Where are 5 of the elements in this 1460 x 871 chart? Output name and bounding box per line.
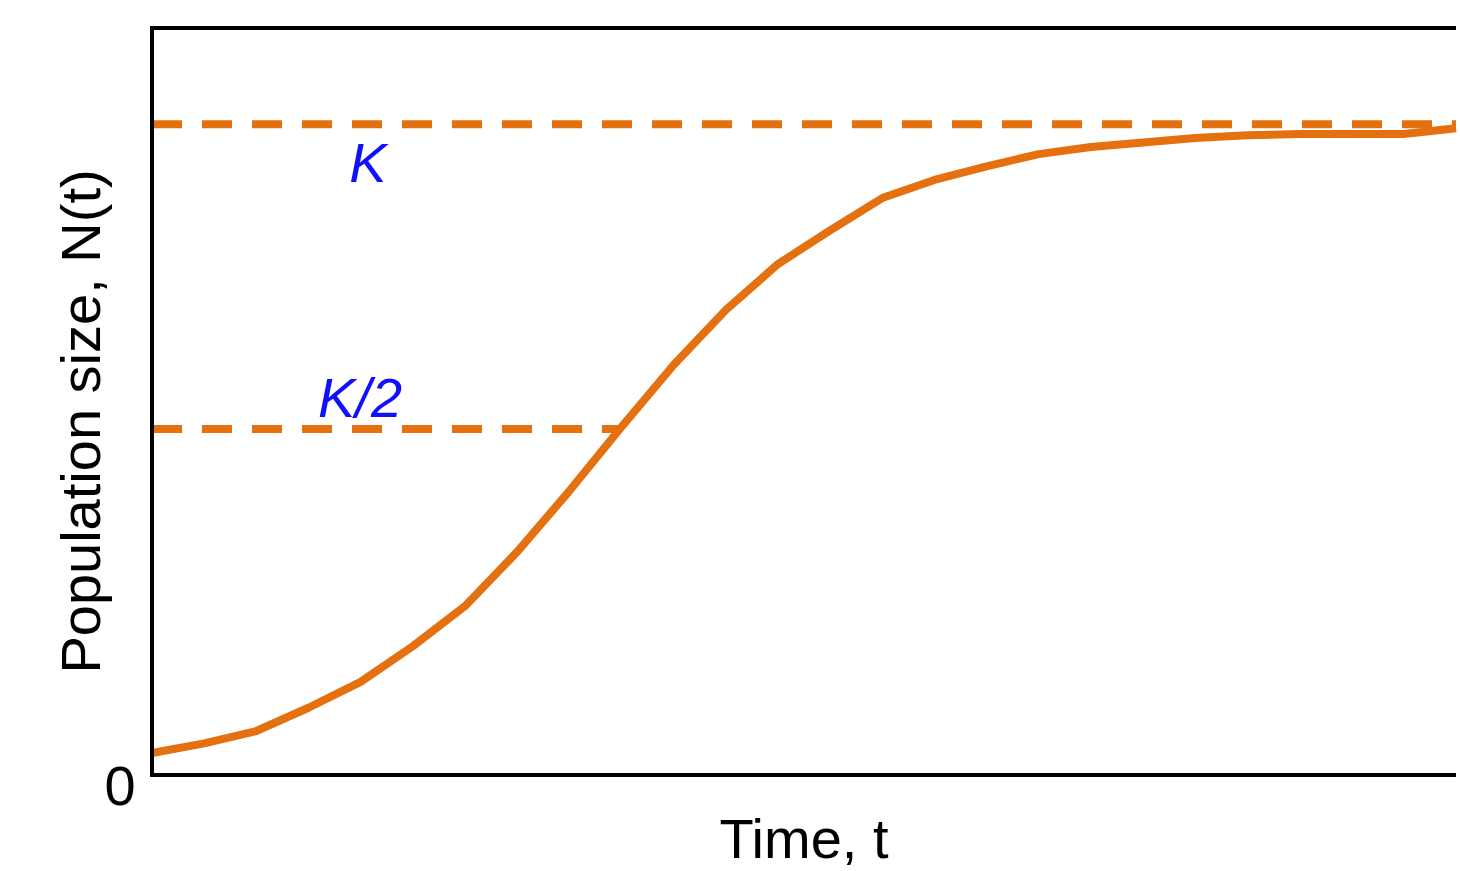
y-axis-title: Population size, N(t) bbox=[49, 169, 112, 674]
ref-line-label: K/2 bbox=[317, 365, 403, 429]
text: 0 bbox=[104, 754, 136, 817]
ref-line-label: K bbox=[349, 131, 390, 195]
x-axis-title: Time, t bbox=[719, 807, 889, 870]
